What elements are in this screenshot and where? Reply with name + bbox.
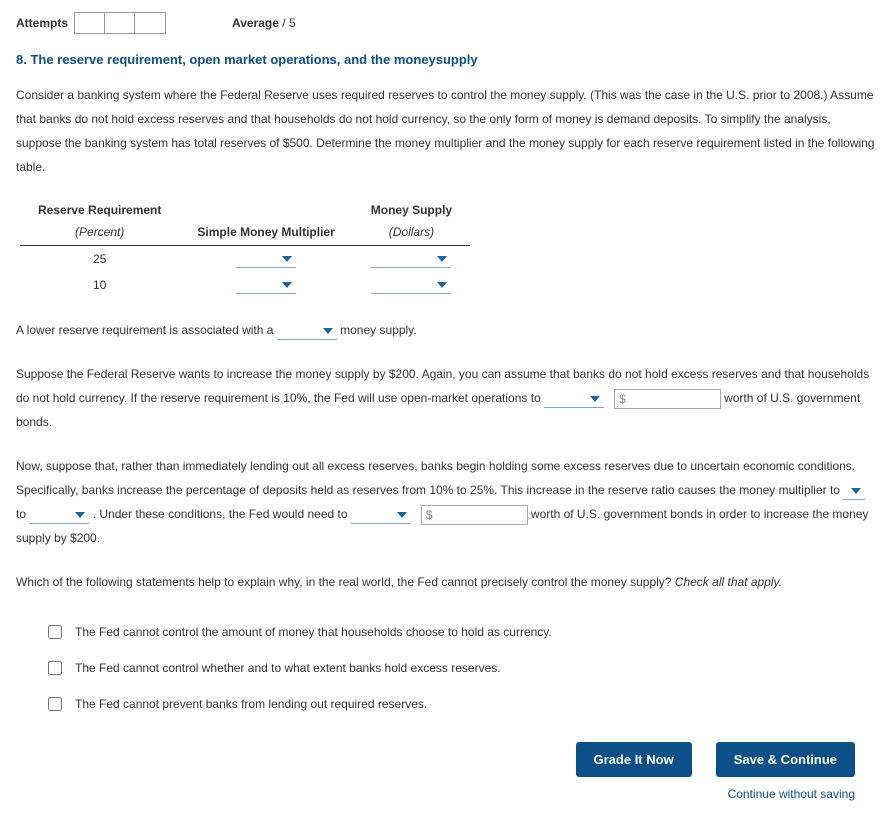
- checkbox-currency[interactable]: [48, 625, 62, 639]
- attempts-label: Attempts: [16, 16, 68, 30]
- table-row: 25: [20, 246, 470, 273]
- attempts-bar: Attempts Average / 5: [16, 12, 875, 34]
- grade-button[interactable]: Grade It Now: [576, 742, 692, 777]
- multiplier-dropdown[interactable]: [236, 276, 296, 294]
- check-all-instruction: Check all that apply.: [675, 575, 782, 589]
- average-label: Average: [232, 16, 279, 30]
- paragraph-excess-reserves: Now, suppose that, rather than immediate…: [16, 454, 875, 550]
- chevron-down-icon: [437, 256, 447, 262]
- chevron-down-icon: [75, 512, 85, 518]
- save-continue-button[interactable]: Save & Continue: [716, 742, 855, 777]
- average-total: 5: [289, 16, 296, 30]
- dollar-symbol: $: [615, 387, 630, 411]
- check-label: The Fed cannot prevent banks from lendin…: [75, 697, 427, 711]
- multiplier-direction-dropdown[interactable]: [843, 484, 865, 500]
- th-money-supply: Money Supply: [353, 199, 470, 221]
- bond-amount-input-wrap-2: $: [421, 505, 528, 525]
- attempt-cell: [75, 13, 105, 33]
- check-row: The Fed cannot control whether and to wh…: [44, 650, 875, 686]
- text: money supply.: [340, 323, 416, 337]
- dollar-symbol: $: [422, 503, 437, 527]
- th-multiplier: Simple Money Multiplier: [179, 221, 352, 246]
- text: . Under these conditions, the Fed would …: [93, 507, 351, 521]
- chevron-down-icon: [323, 328, 333, 334]
- chevron-down-icon: [590, 396, 600, 402]
- checkbox-excess-reserves[interactable]: [48, 661, 62, 675]
- th-reserve-req: Reserve Requirement: [20, 199, 179, 221]
- checkbox-required-reserves[interactable]: [48, 697, 62, 711]
- text: to: [16, 507, 29, 521]
- average-sep: /: [282, 16, 285, 30]
- check-label: The Fed cannot control whether and to wh…: [75, 661, 501, 675]
- th-multiplier-spacer: [179, 199, 352, 221]
- paragraph-open-market: Suppose the Federal Reserve wants to inc…: [16, 362, 875, 434]
- th-money-supply-sub: (Dollars): [353, 221, 470, 246]
- text: A lower reserve requirement is associate…: [16, 323, 277, 337]
- money-supply-dropdown[interactable]: [371, 250, 451, 268]
- money-supply-dropdown[interactable]: [371, 276, 451, 294]
- chevron-down-icon: [282, 256, 292, 262]
- table-row: 10: [20, 272, 470, 298]
- cell-rr: 10: [20, 272, 179, 298]
- bond-amount-input-wrap: $: [614, 389, 721, 409]
- average-block: Average / 5: [232, 16, 296, 30]
- table-wrap: Reserve Requirement Money Supply (Percen…: [20, 199, 875, 298]
- bond-amount-input[interactable]: [630, 390, 720, 408]
- multiplier-dropdown[interactable]: [236, 250, 296, 268]
- button-row: Grade It Now Save & Continue: [16, 742, 875, 777]
- fed-action-dropdown[interactable]: [351, 508, 411, 524]
- continue-without-saving-link[interactable]: Continue without saving: [728, 787, 855, 801]
- cell-rr: 25: [20, 246, 179, 273]
- check-label: The Fed cannot control the amount of mon…: [75, 625, 552, 639]
- multiplier-value-dropdown[interactable]: [29, 508, 89, 524]
- lower-rr-dropdown[interactable]: [277, 324, 337, 340]
- text: Which of the following statements help t…: [16, 575, 675, 589]
- check-row: The Fed cannot control the amount of mon…: [44, 614, 875, 650]
- link-row: Continue without saving: [16, 787, 875, 801]
- checkbox-group: The Fed cannot control the amount of mon…: [44, 614, 875, 722]
- chevron-down-icon: [282, 282, 292, 288]
- open-market-action-dropdown[interactable]: [544, 392, 604, 408]
- chevron-down-icon: [437, 282, 447, 288]
- reserve-table: Reserve Requirement Money Supply (Percen…: [20, 199, 470, 298]
- attempt-cell: [135, 13, 165, 33]
- paragraph-check-all: Which of the following statements help t…: [16, 570, 875, 594]
- chevron-down-icon: [397, 512, 407, 518]
- check-row: The Fed cannot prevent banks from lendin…: [44, 686, 875, 722]
- text: Now, suppose that, rather than immediate…: [16, 459, 855, 497]
- bond-amount-input-2[interactable]: [437, 506, 527, 524]
- paragraph-lower-rr: A lower reserve requirement is associate…: [16, 318, 875, 342]
- chevron-down-icon: [851, 488, 861, 494]
- paragraph-intro: Consider a banking system where the Fede…: [16, 83, 875, 179]
- question-title: 8. The reserve requirement, open market …: [16, 52, 875, 67]
- attempt-cell: [105, 13, 135, 33]
- th-reserve-req-sub: (Percent): [20, 221, 179, 246]
- attempt-boxes: [74, 12, 166, 34]
